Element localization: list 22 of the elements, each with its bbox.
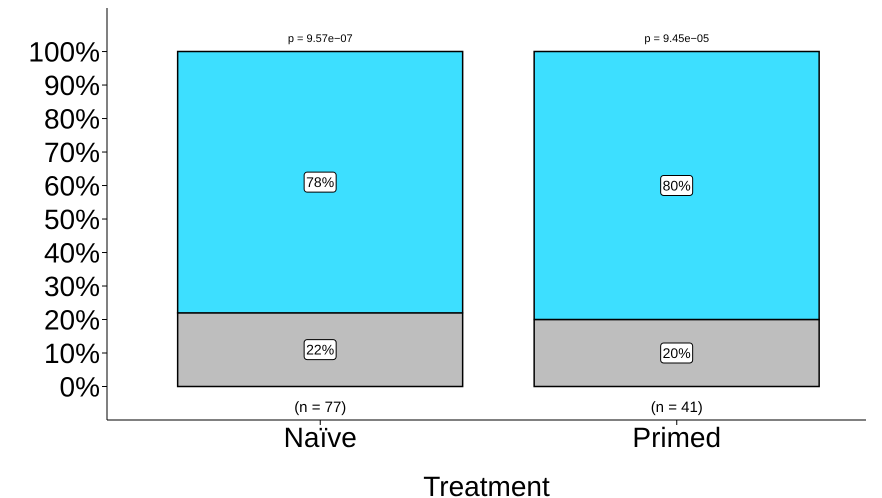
y-tick-label: 70% (44, 136, 100, 168)
y-tick-label: 50% (44, 204, 100, 235)
y-tick-label: 40% (44, 237, 100, 268)
y-tick-label: 10% (44, 338, 100, 369)
y-tick-label: 30% (44, 270, 100, 302)
annotation: p = 9.57e−07 (288, 33, 353, 46)
data-label: 22% (306, 342, 334, 358)
annotation: p = 9.45e−05 (644, 33, 710, 46)
annotation: (n = 41) (650, 398, 703, 416)
x-tick-label: Naïve (284, 422, 357, 453)
x-axis-title: Treatment (423, 471, 550, 498)
data-label: 78% (306, 174, 334, 190)
y-tick-label: 100% (28, 36, 100, 68)
y-tick-label: 60% (44, 170, 100, 202)
x-tick-label: Primed (632, 422, 722, 453)
y-tick-label: 0% (60, 371, 100, 402)
data-label: 20% (662, 345, 691, 362)
data-label: 80% (662, 178, 691, 194)
annotation: (n = 77) (294, 398, 346, 416)
y-tick-label: 80% (44, 103, 100, 134)
y-tick-label: 90% (44, 70, 100, 101)
y-tick-label: 20% (44, 304, 100, 336)
